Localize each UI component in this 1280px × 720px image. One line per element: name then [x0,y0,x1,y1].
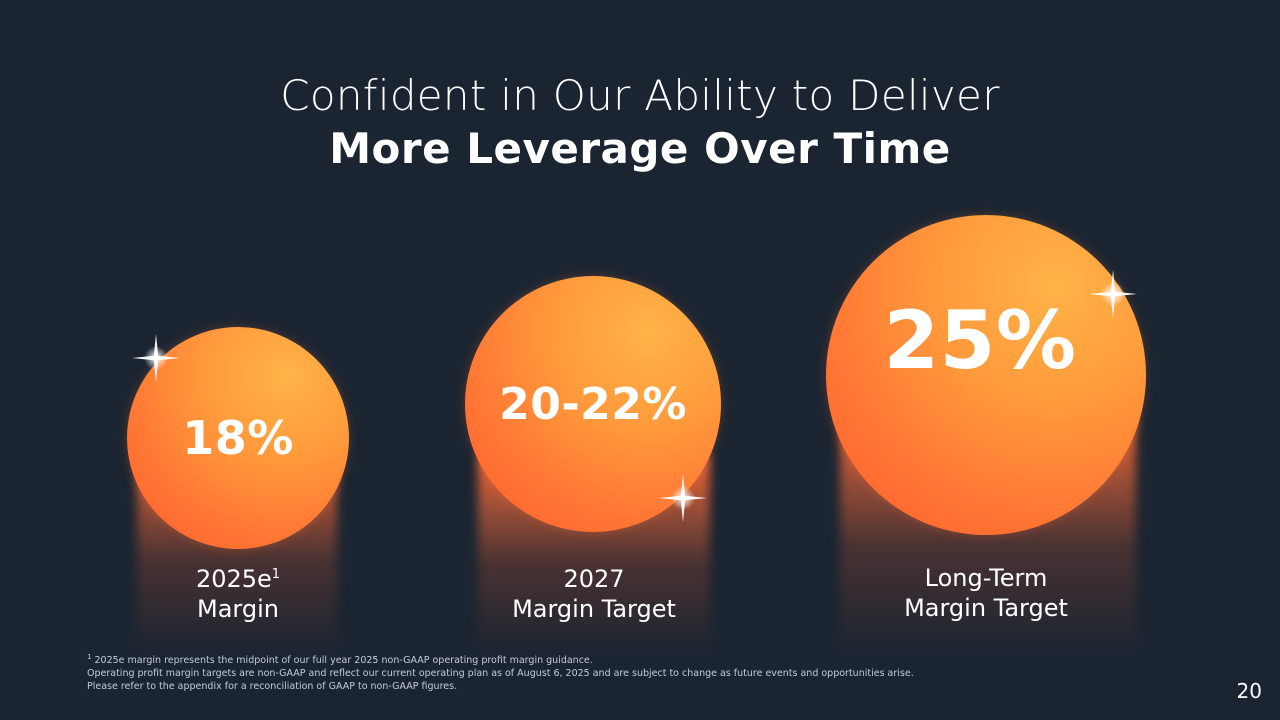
target-value: 25% [883,293,1077,387]
footnote-ref: 1 [271,567,281,582]
page-number: 20 [1236,679,1262,703]
target-label-line1: 2025e [195,565,272,593]
target-label-line1: Long-Term [924,564,1048,592]
target-label-line2: Margin Target [904,594,1068,622]
footnote-1: 1 2025e margin represents the midpoint o… [87,654,914,667]
slide-title: Confident in Our Ability to Deliver More… [0,70,1280,176]
target-label-line2: Margin Target [512,595,676,623]
target-circle: 25% [826,215,1146,535]
target-label: 2027 Margin Target [478,564,710,624]
target-value: 18% [182,411,294,465]
footnote-marker: 1 [87,653,92,661]
title-line-2: More Leverage Over Time [329,124,951,173]
footnote-1-text: 2025e margin represents the midpoint of … [94,655,593,666]
target-label: Long-Term Margin Target [868,563,1104,623]
footnotes: 1 2025e margin represents the midpoint o… [87,654,914,693]
target-label-line2: Margin [197,595,279,623]
target-circle: 20-22% [465,276,721,532]
target-value: 20-22% [499,378,687,430]
footnote-2: Operating profit margin targets are non-… [87,668,914,679]
target-circle: 18% [127,327,349,549]
footnote-3: Please refer to the appendix for a recon… [87,681,458,692]
target-label: 2025e1 Margin [138,564,338,624]
target-label-line1: 2027 [563,565,625,593]
title-line-1: Confident in Our Ability to Deliver [280,71,1000,120]
